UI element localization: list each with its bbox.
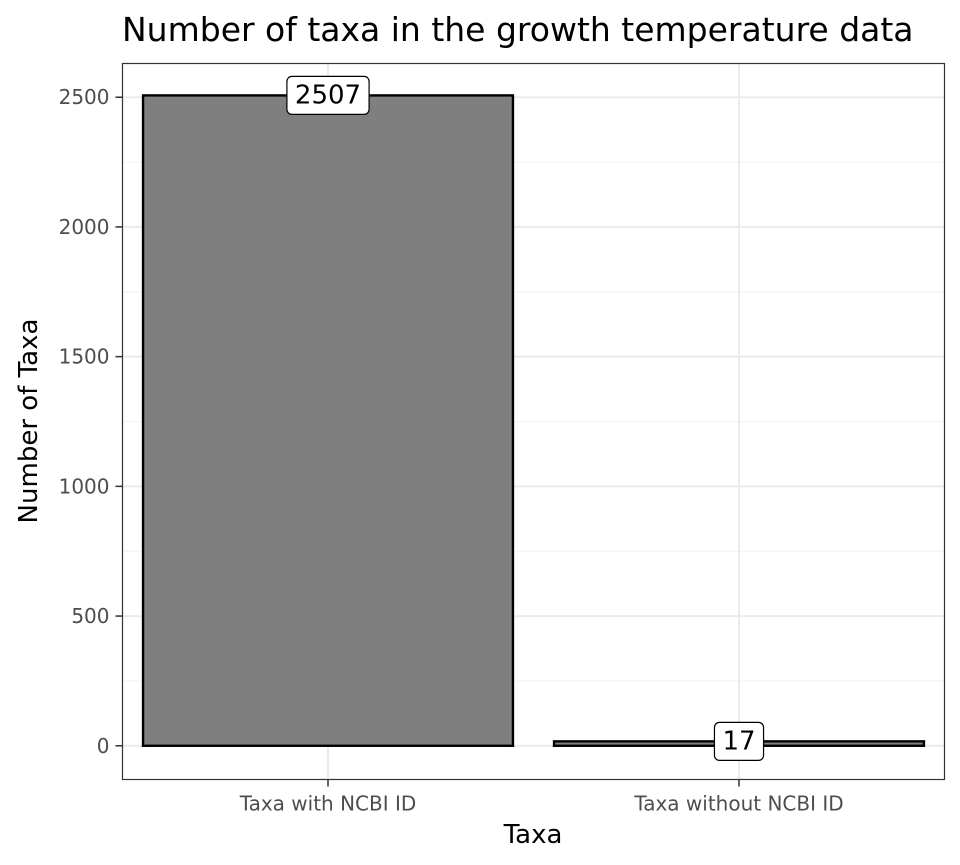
y-axis-title: Number of Taxa [14, 319, 44, 524]
y-tick-label: 2000 [59, 215, 110, 239]
bar [141, 94, 515, 747]
y-tick-label: 1500 [59, 345, 110, 369]
x-tick-label: Taxa with NCBI ID [239, 792, 417, 816]
bars [141, 94, 926, 747]
y-tick-label: 1000 [59, 474, 110, 498]
y-axis: 0 500 1000 1500 2000 2500 [59, 85, 123, 758]
data-label-box [286, 75, 370, 116]
data-label-text: 2507 [295, 80, 361, 110]
data-label: 2507 [286, 75, 370, 116]
x-axis-title: Taxa [503, 820, 563, 850]
y-tick-label: 500 [71, 604, 109, 628]
x-tick-label: Taxa without NCBI ID [633, 792, 843, 816]
y-tick-label: 2500 [59, 85, 110, 109]
y-tick-label: 0 [97, 734, 110, 758]
data-label-box [713, 721, 765, 761]
x-axis: Taxa with NCBI ID Taxa without NCBI ID [239, 779, 844, 816]
data-label-text: 17 [722, 726, 755, 756]
chart-title: Number of taxa in the growth temperature… [122, 10, 914, 49]
data-labels: 2507 17 [286, 75, 765, 761]
panel-border [121, 62, 946, 781]
data-label: 17 [713, 721, 765, 761]
